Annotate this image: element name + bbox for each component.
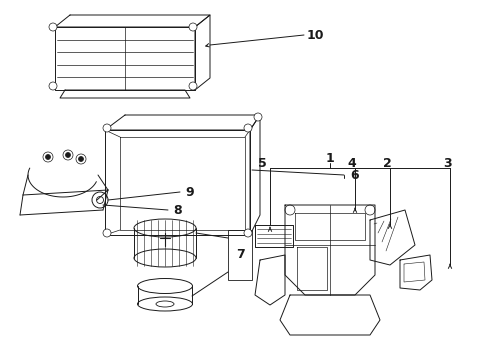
Ellipse shape bbox=[156, 301, 174, 307]
Text: 9: 9 bbox=[186, 185, 195, 198]
Text: 6: 6 bbox=[351, 168, 359, 181]
Bar bbox=[228, 230, 252, 280]
Circle shape bbox=[285, 205, 295, 215]
Text: 4: 4 bbox=[347, 157, 356, 170]
Circle shape bbox=[97, 197, 103, 203]
Circle shape bbox=[66, 153, 71, 158]
Text: 2: 2 bbox=[383, 157, 392, 170]
Circle shape bbox=[189, 23, 197, 31]
Ellipse shape bbox=[138, 297, 193, 311]
Circle shape bbox=[49, 23, 57, 31]
Circle shape bbox=[63, 150, 73, 160]
Circle shape bbox=[43, 152, 53, 162]
Circle shape bbox=[103, 229, 111, 237]
Ellipse shape bbox=[134, 249, 196, 267]
Circle shape bbox=[244, 124, 252, 132]
Text: 5: 5 bbox=[258, 157, 267, 170]
Text: 1: 1 bbox=[326, 152, 334, 165]
Circle shape bbox=[244, 229, 252, 237]
Circle shape bbox=[92, 192, 108, 208]
Circle shape bbox=[78, 157, 83, 162]
Circle shape bbox=[103, 124, 111, 132]
Text: 10: 10 bbox=[306, 28, 324, 41]
Circle shape bbox=[76, 154, 86, 164]
Circle shape bbox=[46, 154, 50, 159]
Circle shape bbox=[49, 82, 57, 90]
Circle shape bbox=[365, 205, 375, 215]
Ellipse shape bbox=[138, 279, 193, 293]
Text: 3: 3 bbox=[442, 157, 451, 170]
Text: 7: 7 bbox=[236, 248, 245, 261]
Circle shape bbox=[189, 82, 197, 90]
Circle shape bbox=[254, 113, 262, 121]
Ellipse shape bbox=[134, 219, 196, 237]
Text: 8: 8 bbox=[173, 203, 182, 216]
